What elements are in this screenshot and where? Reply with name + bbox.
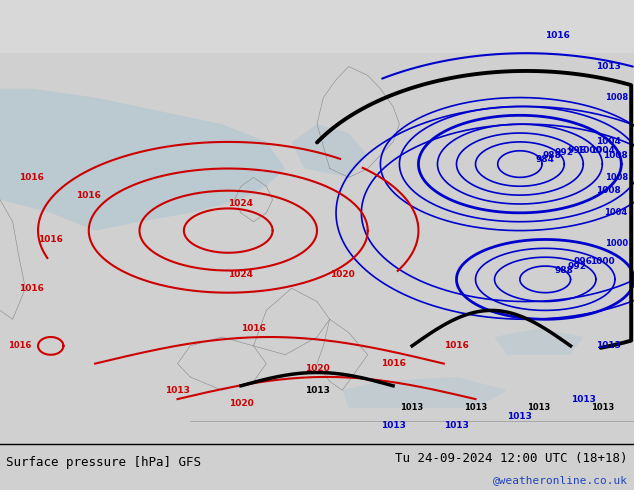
Text: 984: 984: [536, 155, 555, 164]
Text: 1013: 1013: [165, 386, 190, 395]
Text: 996: 996: [574, 257, 593, 266]
Text: 1004: 1004: [604, 208, 628, 218]
Text: 1020: 1020: [304, 364, 330, 372]
Text: Tu 24-09-2024 12:00 UTC (18+18): Tu 24-09-2024 12:00 UTC (18+18): [395, 452, 628, 465]
Text: 1016: 1016: [545, 31, 571, 40]
Text: 1020: 1020: [330, 270, 355, 279]
Text: 992: 992: [555, 148, 574, 157]
Text: 1013: 1013: [507, 413, 533, 421]
Polygon shape: [0, 0, 634, 53]
Text: 1008: 1008: [605, 173, 628, 182]
Text: 1016: 1016: [8, 342, 32, 350]
Polygon shape: [495, 328, 583, 355]
Text: 1008: 1008: [605, 93, 628, 102]
Polygon shape: [0, 89, 285, 231]
Text: 1013: 1013: [401, 403, 424, 413]
Text: 1024: 1024: [228, 199, 254, 208]
Text: 1013: 1013: [571, 394, 596, 404]
Text: 1013: 1013: [380, 421, 406, 430]
Text: 1016: 1016: [241, 324, 266, 333]
Text: 1013: 1013: [304, 386, 330, 395]
Text: 1004: 1004: [596, 137, 621, 147]
Text: 1013: 1013: [596, 62, 621, 71]
Text: 992: 992: [567, 262, 586, 270]
Text: 1008: 1008: [602, 151, 628, 160]
Text: 1016: 1016: [19, 173, 44, 182]
Text: 1013: 1013: [597, 342, 621, 350]
Text: 1024: 1024: [228, 270, 254, 279]
Text: 1016: 1016: [380, 359, 406, 368]
Text: 1000: 1000: [590, 257, 614, 266]
Text: 988: 988: [542, 151, 561, 160]
Polygon shape: [342, 377, 507, 408]
Text: 1008: 1008: [596, 186, 621, 195]
Text: 1016: 1016: [76, 191, 101, 199]
Text: 1016: 1016: [444, 342, 469, 350]
Text: 1016: 1016: [19, 284, 44, 293]
Text: 1000: 1000: [605, 240, 628, 248]
Text: 1004: 1004: [590, 147, 615, 155]
Text: @weatheronline.co.uk: @weatheronline.co.uk: [493, 475, 628, 485]
Text: 1013: 1013: [444, 421, 469, 430]
Text: Surface pressure [hPa] GFS: Surface pressure [hPa] GFS: [6, 456, 202, 468]
Text: 1013: 1013: [591, 403, 614, 413]
Text: 996: 996: [567, 147, 586, 155]
Text: 1000: 1000: [578, 147, 602, 155]
Text: 1016: 1016: [38, 235, 63, 244]
Text: 1013: 1013: [527, 403, 550, 413]
Text: 988: 988: [555, 266, 574, 275]
Text: 1013: 1013: [464, 403, 487, 413]
Text: 1020: 1020: [228, 399, 254, 408]
Polygon shape: [292, 124, 368, 177]
